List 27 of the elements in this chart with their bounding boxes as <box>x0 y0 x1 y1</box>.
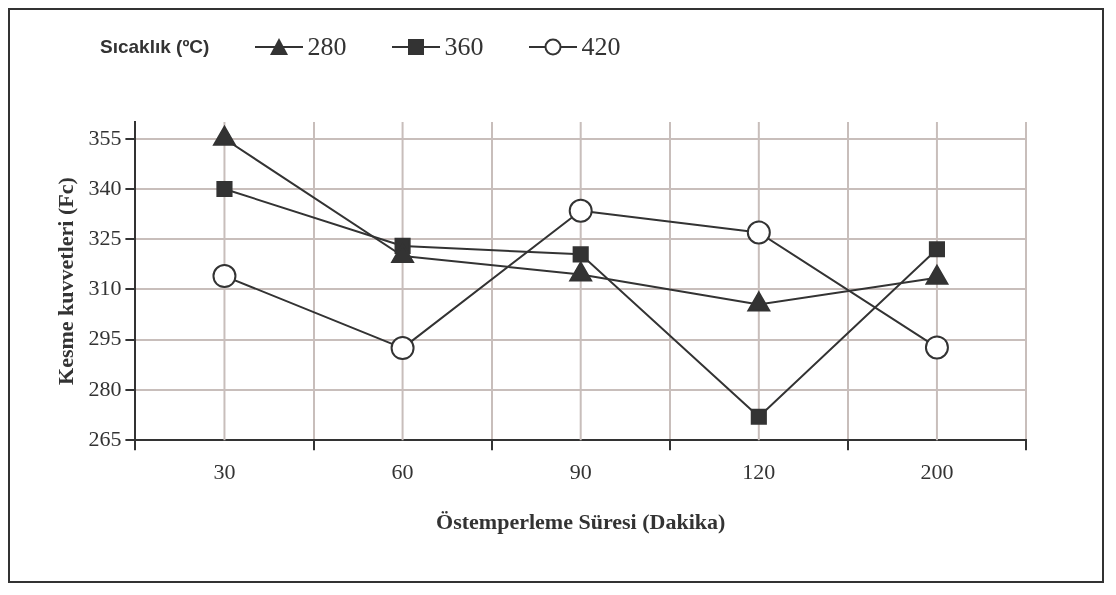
legend-label: 420 <box>581 32 621 62</box>
y-tick-label: 340 <box>88 174 122 200</box>
point <box>750 408 767 425</box>
y-tick-label: 325 <box>88 225 122 251</box>
y-tick-label: 280 <box>88 375 122 401</box>
y-tick-label: 310 <box>88 275 122 301</box>
legend-title: Sıcaklık (ºC) <box>100 36 210 58</box>
x-tick-label: 120 <box>742 459 776 485</box>
x-tick-label: 30 <box>213 459 236 485</box>
point <box>216 180 233 198</box>
y-tick-label: 355 <box>88 124 122 150</box>
point <box>572 246 589 263</box>
x-tick-label: 200 <box>920 459 954 485</box>
legend-label: 280 <box>307 32 347 62</box>
x-tick-label: 90 <box>569 459 592 485</box>
point <box>568 198 593 223</box>
point <box>928 241 946 258</box>
point <box>212 264 237 289</box>
x-axis-title: Östemperleme Süresi (Dakika) <box>436 509 726 535</box>
point <box>390 336 415 361</box>
point <box>746 220 771 245</box>
y-tick-label: 265 <box>88 425 122 451</box>
y-tick-label: 295 <box>88 325 122 351</box>
x-tick-label: 60 <box>391 459 414 485</box>
legend-label: 360 <box>444 32 484 62</box>
y-axis-title: Kesme kuvvetleri (Fc) <box>52 177 78 385</box>
point <box>924 335 949 360</box>
